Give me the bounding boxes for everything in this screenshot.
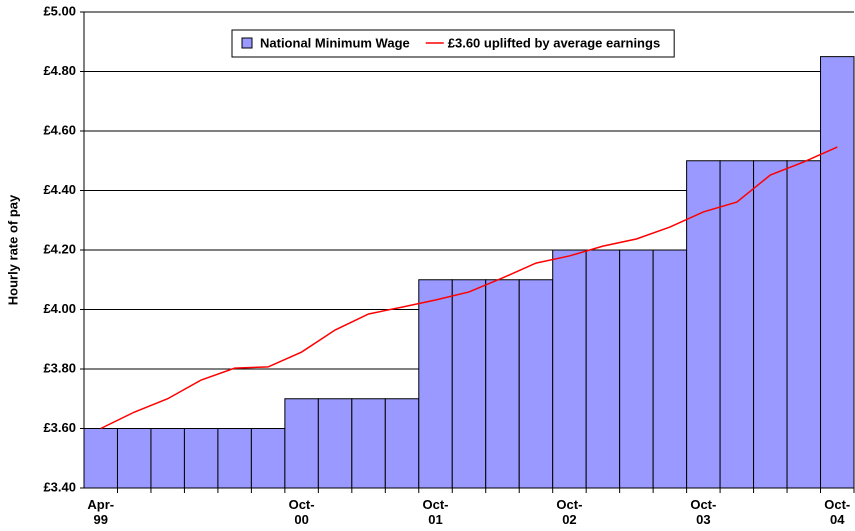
x-tick-label: Oct- 04 [824,497,851,527]
y-tick-label: £4.80 [43,63,76,78]
line [100,146,838,430]
bar [652,249,688,489]
bar [518,279,554,489]
y-tick-label: £4.40 [43,182,76,197]
y-tick-label: £3.60 [43,420,76,435]
legend-box [231,29,675,58]
y-tick-label: £3.40 [43,479,76,494]
bar [585,249,621,489]
y-tick-label: £4.60 [43,122,76,137]
x-tick-label: Oct- 03 [690,497,717,527]
bar [786,160,822,489]
bar [451,279,487,489]
bar [686,160,721,489]
bar [284,398,319,489]
bar [116,428,152,489]
y-tick-label: £4.00 [43,301,76,316]
legend-swatch [241,37,253,49]
legend: National Minimum Wage £3.60 uplifted by a… [231,29,675,58]
bar [753,160,788,489]
y-tick-label: £3.80 [43,360,76,375]
legend-label: National Minimum Wage [260,35,410,50]
bar [351,398,386,489]
x-tick-label: Oct- 02 [556,497,583,527]
x-tick-label: Oct- 00 [288,497,315,527]
x-tick-label: Oct- 01 [422,497,449,527]
bar [183,428,219,489]
bar [150,428,185,489]
x-tick-label: Apr- 99 [87,497,115,527]
bar [820,56,855,489]
y-tick-label: £5.00 [43,3,76,18]
y-tick-label: £4.20 [43,241,76,256]
bar [418,279,453,489]
bar [552,249,587,489]
bar [317,398,353,489]
bar [485,279,520,489]
y-axis-label: Hourly rate of pay [5,194,20,305]
bar [619,249,654,489]
bar [250,428,286,489]
bar [83,428,118,489]
legend-label: £3.60 uplifted by average earnings [448,35,660,50]
bar [719,160,755,489]
bar [217,428,252,489]
bar [384,398,420,489]
